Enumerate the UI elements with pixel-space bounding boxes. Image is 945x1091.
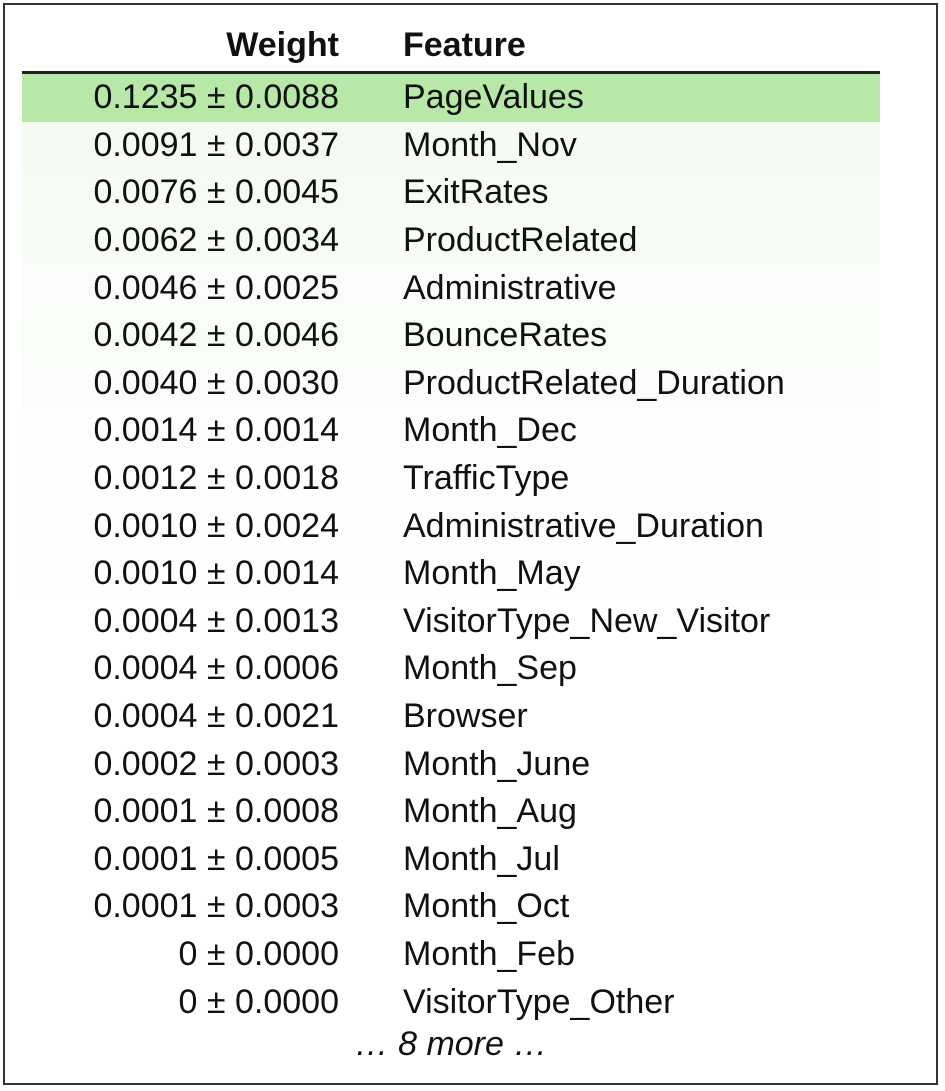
weight-cell: 0.0062 ± 0.0034 <box>93 221 339 260</box>
feature-column-header: Feature <box>403 20 880 74</box>
feature-cell: Month_Sep <box>403 649 577 688</box>
weight-cell: 0.0010 ± 0.0024 <box>93 506 339 545</box>
weight-cell: 0.0004 ± 0.0006 <box>93 649 339 688</box>
feature-cell: ExitRates <box>403 173 549 212</box>
table-row: 0.0010 ± 0.0014 Month_May <box>22 549 880 598</box>
weight-cell: 0.1235 ± 0.0088 <box>93 78 339 117</box>
table-row: 0.0010 ± 0.0024 Administrative_Duration <box>22 502 880 550</box>
weight-cell: 0.0001 ± 0.0005 <box>93 839 339 878</box>
table-row: 0.0040 ± 0.0030 ProductRelated_Duration <box>22 359 880 408</box>
feature-cell: Month_June <box>403 744 591 783</box>
weight-cell: 0.0004 ± 0.0013 <box>93 601 339 640</box>
table-row: 0.0012 ± 0.0018 TrafficType <box>22 454 880 503</box>
weights-panel: Weight Feature 0.1235 ± 0.0088 PageValues… <box>3 3 938 1085</box>
feature-cell: ProductRelated_Duration <box>403 363 785 402</box>
table-row: 0.0004 ± 0.0021 Browser <box>22 692 880 741</box>
table-row: 0.0076 ± 0.0045 ExitRates <box>22 169 880 217</box>
feature-cell: Month_Nov <box>403 125 577 164</box>
table-row: 0.0002 ± 0.0003 Month_June <box>22 740 880 788</box>
feature-cell: Administrative_Duration <box>403 506 764 545</box>
weight-cell: 0.0012 ± 0.0018 <box>93 459 339 498</box>
feature-cell: Administrative <box>403 268 617 307</box>
weight-cell: 0.0002 ± 0.0003 <box>93 744 339 783</box>
table-row: 0.0001 ± 0.0008 Month_Aug <box>22 787 880 836</box>
weight-cell: 0.0042 ± 0.0046 <box>93 316 339 355</box>
table-row: 0.0091 ± 0.0037 Month_Nov <box>22 121 880 170</box>
feature-cell: TrafficType <box>403 459 570 498</box>
feature-cell: Month_Dec <box>403 411 577 450</box>
column-gap <box>339 20 403 74</box>
feature-weights-table: Weight Feature 0.1235 ± 0.0088 PageValues… <box>22 20 880 1026</box>
feature-cell: Month_Feb <box>403 934 575 973</box>
table-header-row: Weight Feature <box>22 20 880 74</box>
table-row: 0.0046 ± 0.0025 Administrative <box>22 264 880 312</box>
weight-cell: 0.0010 ± 0.0014 <box>93 554 339 593</box>
table-row: 0 ± 0.0000 VisitorType_Other <box>22 978 880 1026</box>
weight-cell: 0.0040 ± 0.0030 <box>93 363 339 402</box>
table-row: 0.0001 ± 0.0005 Month_Jul <box>22 835 880 884</box>
table-row: 0.0014 ± 0.0014 Month_Dec <box>22 407 880 455</box>
table-row: 0.0062 ± 0.0034 ProductRelated <box>22 216 880 265</box>
feature-cell: Browser <box>403 697 528 736</box>
feature-cell: Month_Jul <box>403 839 560 878</box>
weight-cell: 0.0076 ± 0.0045 <box>93 173 339 212</box>
feature-cell: PageValues <box>403 78 584 117</box>
table-row: 0.0042 ± 0.0046 BounceRates <box>22 311 880 360</box>
table-body: 0.1235 ± 0.0088 PageValues 0.0091 ± 0.003… <box>22 72 880 1026</box>
table-row: 0.0004 ± 0.0006 Month_Sep <box>22 645 880 693</box>
weight-cell: 0.0046 ± 0.0025 <box>93 268 339 307</box>
table-row: 0.0004 ± 0.0013 VisitorType_New_Visitor <box>22 597 880 646</box>
weight-cell: 0 ± 0.0000 <box>178 982 339 1021</box>
feature-cell: Month_Aug <box>403 792 577 831</box>
weight-column-header: Weight <box>22 20 339 74</box>
weight-cell: 0.0091 ± 0.0037 <box>93 125 339 164</box>
feature-cell: Month_May <box>403 554 581 593</box>
table-row: 0.0001 ± 0.0003 Month_Oct <box>22 883 880 931</box>
more-rows-indicator: … 8 more … <box>354 1025 548 1063</box>
feature-cell: BounceRates <box>403 316 608 355</box>
weight-cell: 0.0004 ± 0.0021 <box>93 697 339 736</box>
feature-cell: ProductRelated <box>403 221 638 260</box>
weight-cell: 0.0001 ± 0.0003 <box>93 887 339 926</box>
feature-cell: Month_Oct <box>403 887 570 926</box>
table-row: 0 ± 0.0000 Month_Feb <box>22 930 880 979</box>
table-row: 0.1235 ± 0.0088 PageValues <box>22 72 880 122</box>
feature-cell: VisitorType_New_Visitor <box>403 601 771 640</box>
feature-cell: VisitorType_Other <box>403 982 675 1021</box>
weight-cell: 0.0001 ± 0.0008 <box>93 792 339 831</box>
weight-cell: 0 ± 0.0000 <box>178 934 339 973</box>
weight-cell: 0.0014 ± 0.0014 <box>93 411 339 450</box>
